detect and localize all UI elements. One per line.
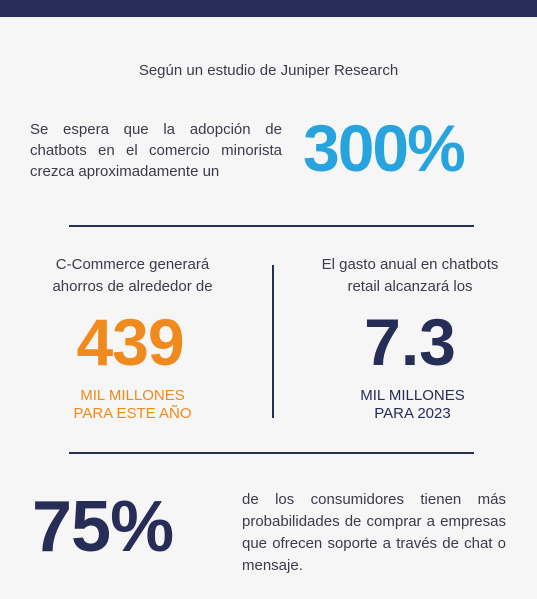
savings-description: C-Commerce generará ahorros de alrededor…: [30, 254, 235, 298]
spending-text-line: El gasto anual en chatbots: [321, 256, 499, 273]
consumers-percentage: 75%: [32, 487, 174, 567]
divider-vertical: [272, 265, 274, 418]
spending-text-line: retail alcanzará los: [347, 278, 473, 295]
spending-unit-line: PARA 2023: [374, 405, 451, 422]
adoption-text: Se espera que la adopción de chatbots en…: [30, 121, 282, 180]
divider-bottom: [69, 452, 474, 454]
intro-text: Según un estudio de Juniper Research: [138, 62, 399, 79]
savings-text-line: ahorros de alrededor de: [52, 278, 213, 295]
spending-unit: MIL MILLONES PARA 2023: [310, 387, 515, 423]
spending-unit-line: MIL MILLONES: [360, 387, 465, 404]
savings-value: 439: [76, 305, 184, 379]
savings-unit-line: MIL MILLONES: [80, 387, 185, 404]
savings-unit-line: PARA ESTE AÑO: [73, 405, 192, 422]
divider-top: [69, 225, 474, 227]
adoption-percentage: 300%: [303, 111, 466, 185]
spending-value: 7.3: [364, 305, 456, 379]
savings-unit: MIL MILLONES PARA ESTE AÑO: [30, 387, 235, 423]
spending-description: El gasto anual en chatbots retail alcanz…: [300, 254, 520, 298]
savings-text-line: C-Commerce generará: [55, 256, 210, 273]
consumers-text: de los consumidores tienen más probabili…: [242, 491, 506, 574]
top-banner-bar: [0, 0, 537, 17]
